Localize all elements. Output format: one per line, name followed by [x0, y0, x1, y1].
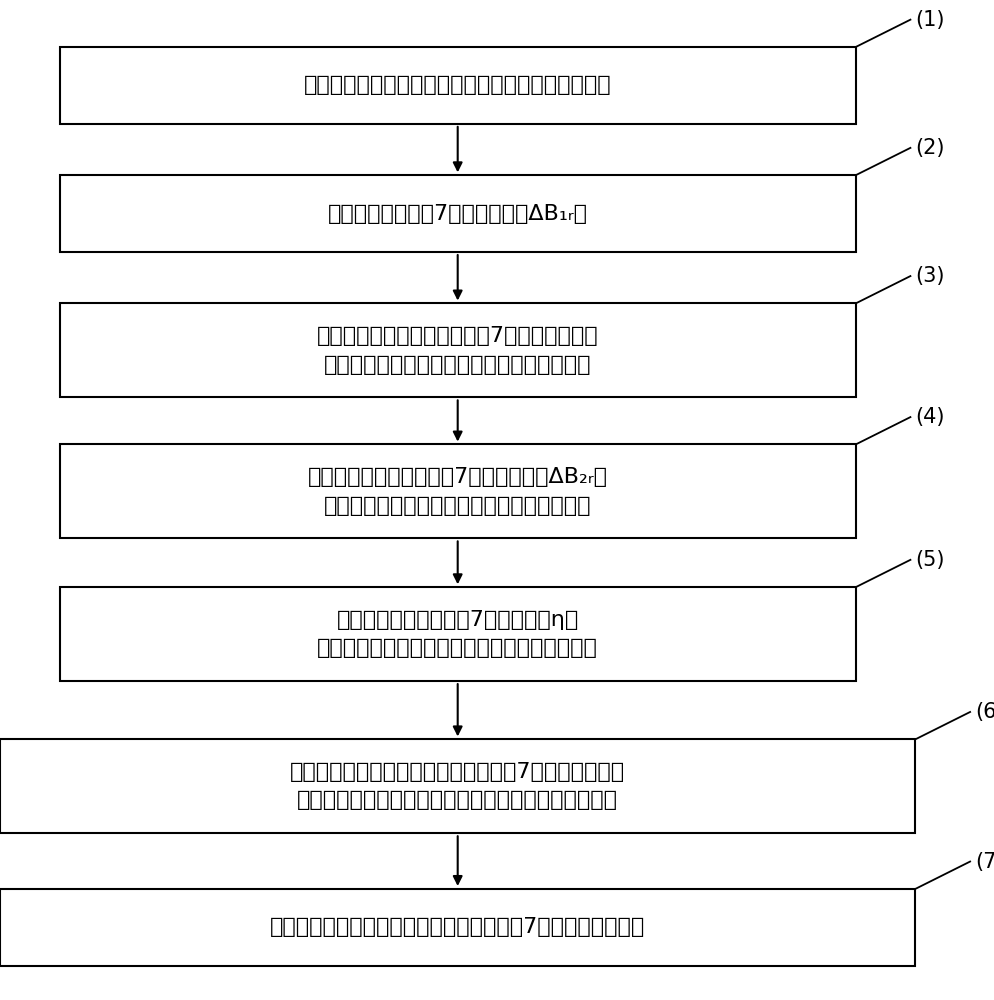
Text: 选取退磁效率满足要求的退磁电流频率和退磁初始磁场: 选取退磁效率满足要求的退磁电流频率和退磁初始磁场: [297, 790, 617, 810]
Text: (5): (5): [914, 550, 944, 570]
Bar: [60, 444, 855, 538]
Text: 在激励磁场下，测量退磁后的超磁致伸缩桒7的磁致伸缩应变。: 在激励磁场下，测量退磁后的超磁致伸缩桒7的磁致伸缩应变。: [269, 917, 645, 937]
Text: (7): (7): [974, 852, 994, 872]
Text: 测量超磁致伸缩桒7退磁前的剩磁ΔB₁ᵣ；: 测量超磁致伸缩桒7退磁前的剩磁ΔB₁ᵣ；: [327, 204, 587, 224]
Bar: [0, 739, 914, 833]
Text: (1): (1): [914, 10, 944, 30]
Text: 磁通密度下超磁致伸缩桒7退磁后的剩磁ΔB₂ᵣ；: 磁通密度下超磁致伸缩桒7退磁后的剩磁ΔB₂ᵣ；: [307, 467, 607, 487]
Text: (2): (2): [914, 138, 944, 158]
Text: 计算不同退磁电流频率和退磁初始磁场对应的磁: 计算不同退磁电流频率和退磁初始磁场对应的磁: [317, 638, 597, 658]
Text: 通密度下超磁致伸缩桒7的退磁效率η；: 通密度下超磁致伸缩桒7的退磁效率η；: [336, 610, 579, 630]
Text: 对应的磁通密度范围，对超磁致伸缩桒7进行退磁操作；: 对应的磁通密度范围，对超磁致伸缩桒7进行退磁操作；: [290, 762, 624, 782]
Text: (4): (4): [914, 407, 944, 427]
Text: (3): (3): [914, 266, 944, 286]
Text: 测量不同退磁电流频率和退磁初始磁场对应的: 测量不同退磁电流频率和退磁初始磁场对应的: [324, 496, 590, 516]
Bar: [60, 587, 855, 681]
Bar: [60, 47, 855, 124]
Bar: [0, 889, 914, 966]
Bar: [60, 303, 855, 397]
Bar: [60, 175, 855, 252]
Text: 磁初始磁场，对超磁致伸缩桒7进行退磁操作；: 磁初始磁场，对超磁致伸缩桒7进行退磁操作；: [316, 326, 598, 346]
Text: (6): (6): [974, 702, 994, 722]
Text: 携接测量稀土超磁致伸缩材料磁致伸缩应变的系统；: 携接测量稀土超磁致伸缩材料磁致伸缩应变的系统；: [303, 75, 611, 95]
Text: 在不同退磁电流频率和幅值下，产生不同的退: 在不同退磁电流频率和幅值下，产生不同的退: [324, 355, 590, 375]
